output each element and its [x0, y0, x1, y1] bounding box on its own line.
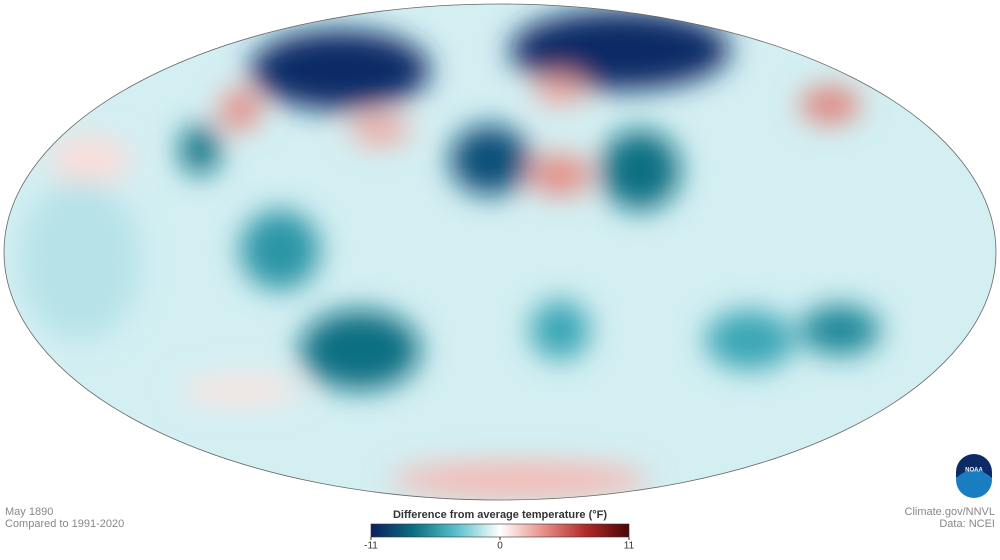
colorbar-ticks: -11 0 11 — [364, 537, 635, 552]
legend-title: Difference from average temperature (°F) — [393, 509, 607, 521]
logo-text: NOAA — [965, 468, 983, 474]
date-label: May 1890 — [5, 506, 53, 518]
colorbar — [370, 523, 630, 538]
map-outline — [3, 3, 997, 501]
noaa-logo: NOAA — [956, 454, 992, 498]
baseline-label: Compared to 1991-2020 — [5, 518, 124, 530]
tick-label: 0 — [497, 541, 503, 552]
source-label: Climate.gov/NNVL — [905, 506, 995, 518]
tick-label: 11 — [624, 541, 635, 552]
anomaly-field — [20, 10, 880, 498]
data-label: Data: NCEI — [939, 518, 995, 530]
tick-label: -11 — [364, 541, 378, 552]
map — [4, 4, 996, 500]
